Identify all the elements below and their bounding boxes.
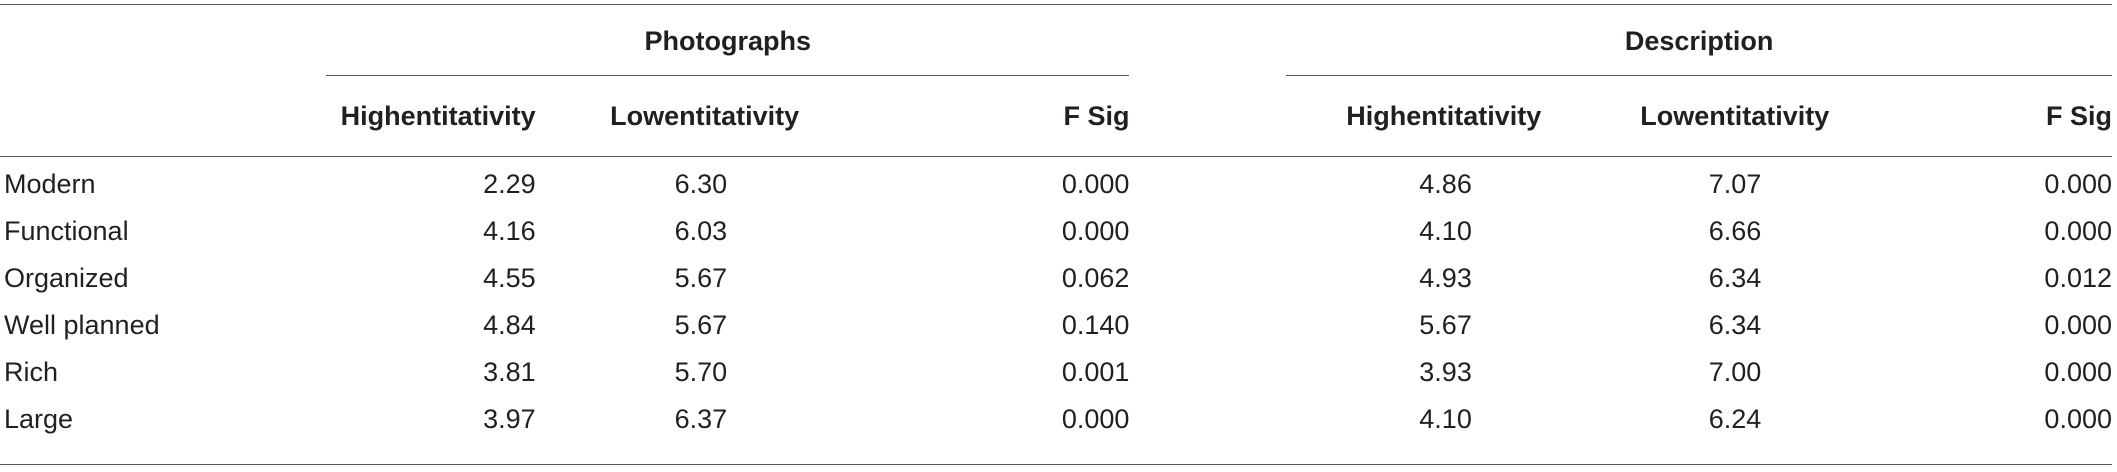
cell-desc-low: 6.24 — [1708, 404, 1762, 434]
header-photo-high: Highentitativity — [326, 76, 536, 157]
cell-photo-high: 2.29 — [483, 169, 536, 199]
table-row: Functional 4.16 6.03 0.000 4.10 6.66 0.0… — [0, 208, 2112, 255]
cell-photo-fsig: 0.140 — [1061, 310, 1130, 340]
table-row: Rich 3.81 5.70 0.001 3.93 7.00 0.000 — [0, 349, 2112, 396]
group-header-row: Photographs Description — [0, 6, 2112, 76]
table-row: Well planned 4.84 5.67 0.140 5.67 6.34 0… — [0, 302, 2112, 349]
header-photo-high-label: Highentitativity — [340, 100, 536, 131]
cell-photo-low: 6.03 — [674, 216, 728, 246]
column-header-row: Highentitativity Lowentitativity F Sig H… — [0, 76, 2112, 157]
cell-desc-high: 5.67 — [1419, 310, 1472, 340]
cell-desc-high: 4.93 — [1419, 263, 1472, 293]
table-head: Photographs Description Highentitativity… — [0, 6, 2112, 157]
header-desc-low-label: Lowentitativity — [1640, 100, 1830, 131]
table-bottom-rule — [0, 464, 2112, 465]
header-photo-fsig-label: F Sig — [1063, 100, 1130, 131]
cell-photo-fsig: 0.062 — [1061, 263, 1130, 293]
row-label: Modern — [4, 169, 96, 199]
cell-photo-low: 5.67 — [674, 263, 728, 293]
cell-desc-high: 4.10 — [1419, 216, 1472, 246]
cell-photo-low: 5.70 — [674, 357, 728, 387]
cell-photo-fsig: 0.001 — [1061, 357, 1130, 387]
group-rule-photographs — [326, 75, 1130, 76]
results-table: Photographs Description Highentitativity… — [0, 6, 2112, 443]
header-photo-fsig: F Sig — [829, 76, 1130, 157]
cell-desc-fsig: 0.000 — [2044, 357, 2112, 387]
cell-photo-fsig: 0.000 — [1061, 216, 1130, 246]
header-gap — [1129, 76, 1287, 157]
cell-photo-high: 3.81 — [483, 357, 536, 387]
cell-desc-low: 7.07 — [1708, 169, 1762, 199]
header-desc-fsig-label: F Sig — [2046, 100, 2112, 131]
row-label: Functional — [4, 216, 129, 246]
row-label: Well planned — [4, 310, 160, 340]
cell-photo-fsig: 0.000 — [1061, 169, 1130, 199]
cell-gap — [1129, 255, 1286, 302]
group-label-description: Description — [1624, 25, 1774, 56]
table-row: Large 3.97 6.37 0.000 4.10 6.24 0.000 — [0, 396, 2112, 443]
cell-gap — [1129, 396, 1286, 443]
cell-gap — [1129, 302, 1286, 349]
cell-desc-fsig: 0.000 — [2044, 169, 2112, 199]
cell-desc-fsig: 0.000 — [2044, 216, 2112, 246]
cell-desc-low: 6.34 — [1708, 310, 1762, 340]
table-row: Organized 4.55 5.67 0.062 4.93 6.34 0.01… — [0, 255, 2112, 302]
cell-gap — [1129, 208, 1286, 255]
cell-gap — [1129, 157, 1286, 209]
header-desc-high: Highentitativity — [1286, 76, 1542, 157]
header-photo-low: Lowentitativity — [535, 76, 830, 157]
header-desc-low: Lowentitativity — [1541, 76, 1880, 157]
cell-gap — [1129, 349, 1286, 396]
cell-photo-high: 4.16 — [483, 216, 536, 246]
group-rule-description — [1286, 75, 2112, 76]
group-header-description: Description — [1286, 6, 2112, 76]
table-body: Modern 2.29 6.30 0.000 4.86 7.07 0.000 F… — [0, 157, 2112, 444]
row-label: Rich — [4, 357, 59, 387]
cell-photo-low: 5.67 — [674, 310, 728, 340]
cell-photo-high: 4.84 — [483, 310, 536, 340]
cell-photo-low: 6.37 — [674, 404, 728, 434]
cell-desc-low: 7.00 — [1708, 357, 1762, 387]
table-top-rule — [0, 4, 2112, 5]
group-header-photographs: Photographs — [326, 6, 1130, 76]
group-gap-cell — [1129, 6, 1286, 76]
table-row: Modern 2.29 6.30 0.000 4.86 7.07 0.000 — [0, 157, 2112, 209]
group-label-photographs: Photographs — [644, 25, 811, 56]
cell-photo-low: 6.30 — [674, 169, 728, 199]
cell-desc-high: 4.86 — [1419, 169, 1472, 199]
cell-desc-low: 6.34 — [1708, 263, 1762, 293]
cell-photo-fsig: 0.000 — [1061, 404, 1130, 434]
row-label: Large — [4, 404, 74, 434]
header-desc-fsig: F Sig — [1879, 76, 2112, 157]
cell-desc-high: 4.10 — [1419, 404, 1472, 434]
header-desc-high-label: Highentitativity — [1346, 100, 1542, 131]
header-photo-low-label: Lowentitativity — [610, 100, 800, 131]
row-label-header — [0, 76, 326, 157]
cell-desc-fsig: 0.000 — [2044, 310, 2112, 340]
cell-desc-high: 3.93 — [1419, 357, 1472, 387]
cell-desc-low: 6.66 — [1708, 216, 1762, 246]
cell-desc-fsig: 0.012 — [2044, 263, 2112, 293]
empty-corner-cell — [0, 6, 326, 76]
cell-photo-high: 3.97 — [483, 404, 536, 434]
row-label: Organized — [4, 263, 129, 293]
cell-desc-fsig: 0.000 — [2044, 404, 2112, 434]
cell-photo-high: 4.55 — [483, 263, 536, 293]
